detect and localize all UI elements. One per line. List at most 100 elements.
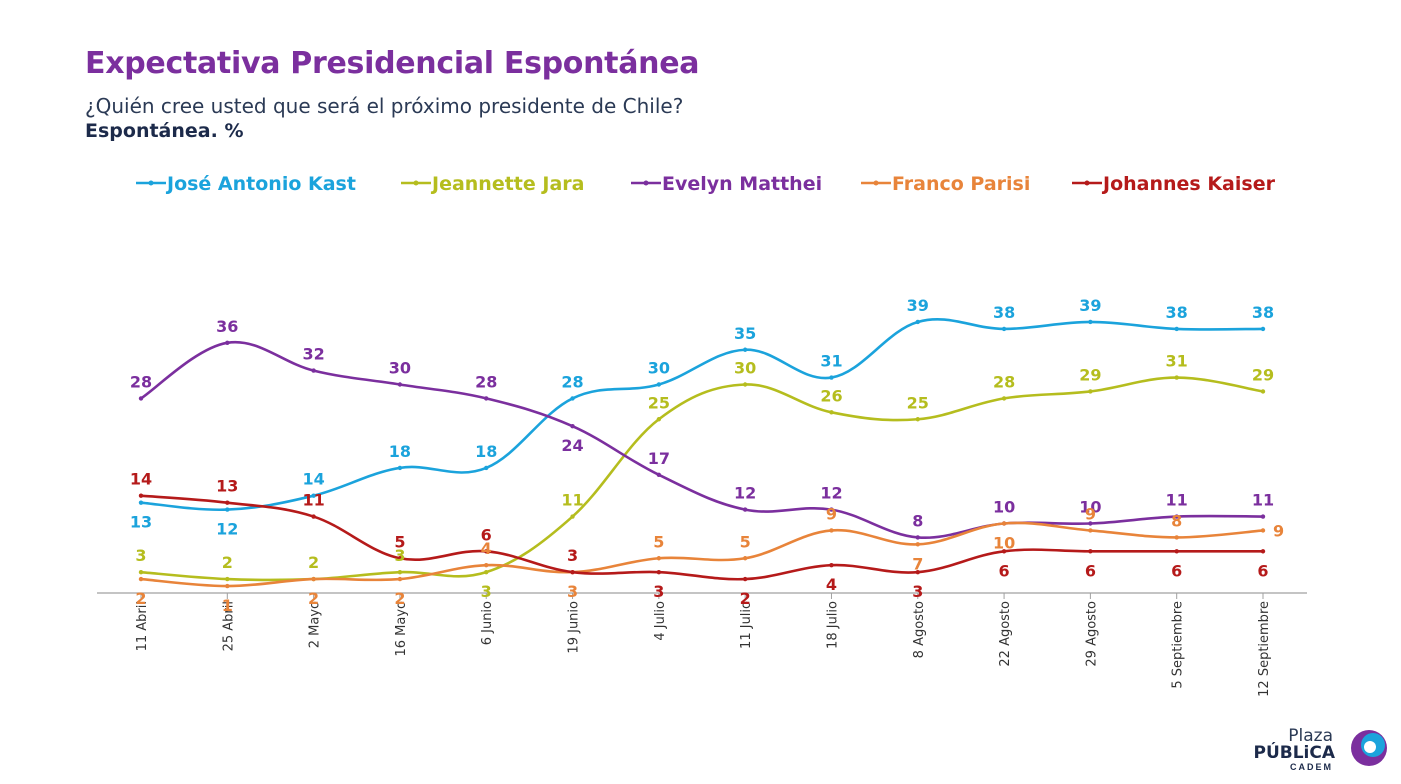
data-point	[397, 556, 403, 561]
data-label: 11	[561, 491, 583, 510]
logo-line3: CADEM	[1290, 762, 1333, 772]
x-tick-label: 29 Agosto	[1084, 601, 1099, 667]
data-label: 12	[820, 484, 842, 503]
x-tick-label: 8 Agosto	[912, 601, 927, 658]
data-point	[1260, 549, 1266, 554]
legend-label: Johannes Kaiser	[1101, 173, 1276, 195]
data-point	[1174, 549, 1179, 554]
data-point	[311, 576, 316, 582]
data-label: 2	[394, 589, 405, 608]
legend-swatch-dot	[148, 180, 154, 186]
data-point	[397, 382, 403, 387]
data-point	[225, 500, 230, 505]
data-label: 30	[734, 359, 756, 378]
data-point	[829, 410, 834, 415]
data-label: 4	[826, 575, 837, 594]
data-point	[1174, 326, 1179, 332]
data-label: 28	[993, 372, 1015, 391]
data-point	[656, 472, 662, 478]
data-label: 25	[648, 393, 670, 412]
data-point	[311, 514, 316, 519]
data-label: 6	[1085, 561, 1096, 580]
data-label: 30	[648, 359, 670, 378]
data-point	[742, 347, 748, 352]
logo-line2: PÚBLiCA	[1253, 743, 1335, 763]
chart-subtitle: ¿Quién cree usted que será el próximo pr…	[85, 94, 684, 118]
data-label: 29	[1252, 365, 1274, 384]
data-label: 35	[734, 324, 756, 343]
data-label: 2	[740, 589, 751, 608]
legend-item: José Antonio Kast	[136, 173, 356, 195]
data-label: 3	[394, 546, 405, 565]
data-point	[311, 493, 316, 498]
data-label: 3	[912, 582, 923, 601]
data-label: 6	[999, 561, 1010, 580]
data-label: 4	[481, 539, 492, 558]
data-point	[570, 514, 575, 519]
x-tick-label: 6 Junio	[480, 601, 495, 645]
data-label: 6	[1257, 561, 1268, 580]
data-point	[1174, 375, 1179, 380]
data-point	[397, 569, 403, 575]
data-label: 39	[907, 296, 929, 315]
data-label: 12	[216, 520, 238, 539]
data-point	[1088, 521, 1093, 526]
data-label: 11	[1252, 491, 1274, 510]
data-label: 5	[653, 532, 664, 551]
data-label: 24	[561, 436, 583, 455]
logo-swirl-icon	[1351, 730, 1387, 766]
data-point	[656, 417, 662, 422]
unit-label: Espontánea. %	[85, 120, 244, 142]
x-tick-label: 25 Abril	[221, 601, 236, 651]
data-label: 26	[820, 386, 842, 405]
data-point	[915, 535, 920, 540]
data-point	[915, 417, 920, 422]
data-point	[484, 396, 489, 401]
data-label: 8	[1171, 511, 1182, 530]
data-point	[311, 368, 316, 373]
plaza-publica-cadem-logo: Plaza PÚBLiCA CADEM	[1253, 726, 1393, 774]
data-label: 14	[302, 470, 324, 489]
data-label: 10	[993, 534, 1015, 553]
data-label: 18	[475, 442, 497, 461]
legend-item: Jeannette Jara	[401, 173, 584, 195]
data-label: 9	[1273, 521, 1284, 540]
data-label: 5	[740, 532, 751, 551]
data-label: 6	[481, 525, 492, 544]
data-label: 10	[1079, 498, 1101, 517]
data-point	[915, 569, 920, 575]
data-point	[225, 507, 230, 512]
data-point	[138, 396, 144, 401]
data-point	[570, 424, 575, 429]
data-label: 8	[912, 511, 923, 530]
x-tick-label: 19 Junio	[567, 601, 582, 654]
data-label: 29	[1079, 365, 1101, 384]
data-point	[397, 576, 403, 582]
data-label: 38	[1166, 303, 1188, 322]
data-point	[742, 507, 748, 512]
data-label: 30	[389, 359, 411, 378]
series-line	[140, 318, 1264, 512]
data-label: 10	[993, 498, 1015, 517]
data-point	[1088, 528, 1093, 533]
data-point	[656, 556, 662, 561]
data-point	[1174, 535, 1179, 540]
data-label: 2	[308, 553, 319, 572]
data-label: 36	[216, 317, 238, 336]
data-point	[1260, 326, 1266, 332]
series-line	[140, 521, 1264, 588]
legend: José Antonio Kast Jeannette Jara Evelyn Ma…	[136, 173, 1276, 195]
data-label: 25	[907, 393, 929, 412]
data-point	[225, 583, 230, 589]
logo-line1: Plaza	[1288, 726, 1333, 746]
x-tick-label: 11 Abril	[135, 601, 150, 651]
legend-label: Franco Parisi	[892, 173, 1030, 195]
data-point	[1088, 319, 1093, 325]
data-label: 13	[130, 513, 152, 532]
data-point	[138, 569, 144, 575]
x-tick-label: 4 Julio	[653, 601, 668, 641]
data-point	[829, 375, 834, 380]
data-point	[1174, 514, 1179, 519]
